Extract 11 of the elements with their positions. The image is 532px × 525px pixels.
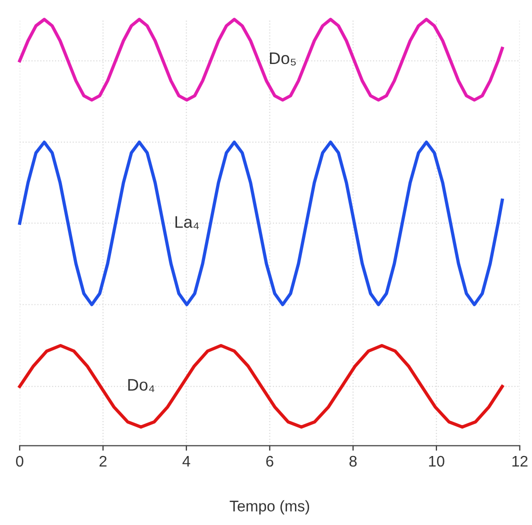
series-label: La₄ [175,216,199,230]
series-label: Do₅ [270,52,296,66]
series-label: Do₄ [128,379,154,392]
x-tick-label: 10 [429,456,444,467]
x-tick-label: 2 [100,456,107,467]
x-tick-label: 12 [512,456,528,467]
x-axis-title: Tempo (ms) [230,500,310,514]
x-tick-label: 6 [266,456,274,467]
x-tick-label: 8 [349,456,357,467]
x-tick-label: 0 [16,456,24,467]
x-tick-label: 4 [182,456,190,467]
